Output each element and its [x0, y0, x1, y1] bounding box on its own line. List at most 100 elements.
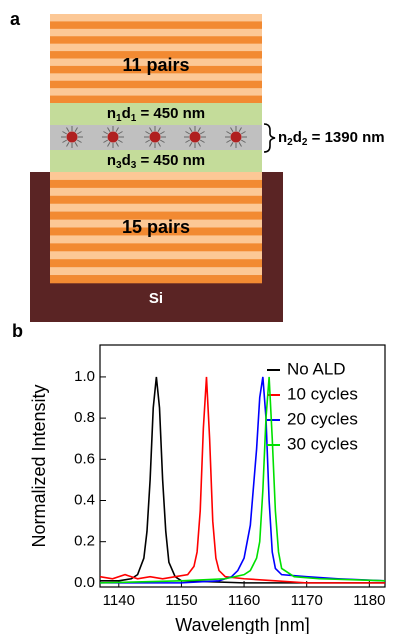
x-tick-label: 1150	[165, 592, 197, 609]
ligand	[197, 127, 201, 133]
label-part: d	[122, 152, 131, 169]
panel-label: a	[10, 9, 21, 29]
label-part: d	[122, 105, 131, 122]
particles	[61, 126, 247, 148]
label-part: = 1390 nm	[307, 129, 384, 146]
stack-label: 15 pairs	[122, 217, 190, 237]
mirror-layer	[50, 172, 262, 181]
x-tick-label: 1170	[291, 592, 323, 609]
ligand	[145, 131, 151, 135]
mirror-layer	[50, 211, 262, 220]
legend-label: No ALD	[287, 359, 346, 378]
ligand	[107, 141, 111, 147]
label-part: 2	[287, 137, 293, 148]
mirror-layer	[50, 28, 262, 37]
ligand	[74, 127, 78, 133]
brace	[263, 123, 276, 153]
label-part: 3	[131, 160, 137, 171]
x-tick-label: 1140	[103, 592, 135, 609]
series-line	[99, 376, 386, 584]
substrate-label: Si	[149, 290, 163, 307]
mirror-layer	[50, 259, 262, 268]
plot-frame	[99, 344, 386, 588]
ligand	[115, 127, 119, 133]
y-tick-label: 1.0	[74, 368, 95, 385]
ligand	[159, 139, 165, 143]
ligand	[157, 141, 161, 147]
stack-label: 11 pairs	[122, 55, 189, 75]
bottom-mirror	[50, 172, 262, 284]
ligand	[145, 139, 151, 143]
ligand	[238, 127, 242, 133]
ligand	[149, 127, 153, 133]
mirror-layer	[50, 267, 262, 276]
x-tick-label: 1180	[353, 592, 385, 609]
ligand	[107, 127, 111, 133]
ligand	[240, 131, 246, 135]
mirror-layer	[50, 179, 262, 189]
label-part: n	[278, 129, 287, 146]
layer-3	[50, 150, 262, 172]
nanoparticle	[107, 131, 119, 143]
mirror-layer	[50, 187, 262, 197]
ligand	[115, 141, 119, 147]
mirror-layer	[50, 243, 262, 252]
ligand	[185, 131, 191, 135]
label-part: 2	[302, 137, 308, 148]
panel-b: b 1140 1150 1160 1170 1180 0.0 0.2 0.4 0.6 0.8 1.0 W…	[12, 321, 386, 634]
label-part: 3	[116, 160, 122, 171]
mirror-layer	[50, 275, 262, 284]
label-part: = 450 nm	[136, 105, 205, 122]
ligand	[240, 139, 246, 143]
mirror-layer	[50, 95, 262, 104]
mirror-layer	[50, 235, 262, 244]
ligand	[62, 131, 68, 135]
mirror-layer	[50, 219, 262, 228]
mirror-layer	[50, 58, 262, 67]
ligand	[189, 127, 193, 133]
mirror-layer	[50, 203, 262, 212]
y-tick-label: 0.2	[74, 533, 95, 550]
ligand	[76, 139, 82, 143]
ligand	[189, 141, 193, 147]
mirror-layer	[50, 36, 262, 44]
legend-label: 20 cycles	[287, 409, 358, 428]
top-mirror	[50, 14, 262, 104]
legend-label: 10 cycles	[287, 384, 358, 403]
mirror-layer	[50, 14, 262, 22]
ligand	[103, 131, 109, 135]
y-tick-label: 0.8	[74, 409, 95, 426]
ligand	[185, 139, 191, 143]
x-tick-label: 1160	[228, 592, 260, 609]
mirror-layer	[50, 65, 262, 74]
ligand	[230, 141, 234, 147]
label-part: 1	[131, 113, 137, 124]
ligand	[199, 139, 205, 143]
series-line	[100, 376, 386, 584]
ligand	[230, 127, 234, 133]
label-part: n	[107, 105, 116, 122]
y-tick-label: 0.0	[74, 574, 95, 591]
ligand	[226, 139, 232, 143]
mirror-layer	[50, 43, 262, 52]
nanoparticle	[66, 131, 78, 143]
ligand	[117, 139, 123, 143]
mirror-layer	[50, 21, 262, 30]
ligand	[159, 131, 165, 135]
layer-1	[50, 103, 262, 125]
mirror-layer	[50, 227, 262, 236]
y-tick-label: 0.4	[74, 491, 95, 508]
mirror-layer	[50, 73, 262, 82]
mirror-layer	[50, 251, 262, 260]
mirror-layer	[50, 88, 262, 96]
layer-label: n2d2 = 1390 nm	[278, 129, 385, 148]
layer-label: n3d3 = 450 nm	[107, 152, 205, 171]
ligand	[66, 127, 70, 133]
label-part: = 450 nm	[136, 152, 205, 169]
ligand	[226, 131, 232, 135]
series-line	[99, 376, 385, 584]
y-tick-label: 0.6	[74, 450, 95, 467]
label-part: n	[107, 152, 116, 169]
ligand	[66, 141, 70, 147]
